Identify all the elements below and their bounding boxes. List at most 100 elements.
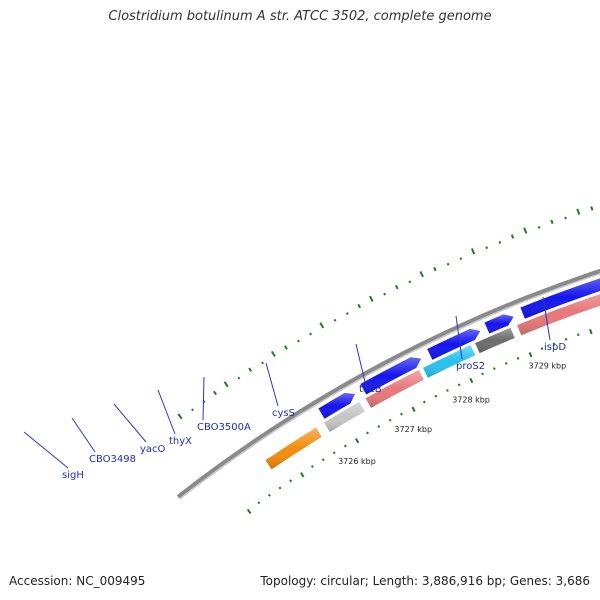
gc-dot xyxy=(516,356,520,360)
gc-dot xyxy=(223,381,229,388)
gc-dot xyxy=(177,413,183,420)
cds-arrow-shade xyxy=(484,314,514,334)
gene-label-ispd: ispD xyxy=(544,342,566,353)
gc-dot xyxy=(528,352,533,358)
gc-dot xyxy=(300,472,305,478)
gc-dot xyxy=(191,408,195,412)
gc-dot xyxy=(366,431,369,435)
gc-dot xyxy=(261,361,264,365)
gc-dot xyxy=(278,486,282,490)
backbone-track xyxy=(176,268,600,500)
leader-line xyxy=(202,376,205,421)
gc-dot xyxy=(485,246,489,250)
gene-feature-shade xyxy=(324,401,365,432)
gc-dot xyxy=(321,458,325,462)
leader-line xyxy=(265,362,279,407)
leader-line xyxy=(113,403,147,443)
gc-dot xyxy=(422,400,426,404)
gc-dot xyxy=(248,367,253,372)
map-title: Clostridium botulinum A str. ATCC 3502, … xyxy=(108,9,492,24)
cds-arrow-shade xyxy=(360,357,422,395)
gc-dot xyxy=(411,406,416,412)
gc-dot xyxy=(481,372,484,376)
gene-feature-shade xyxy=(365,370,424,408)
gc-dot xyxy=(537,226,541,229)
gc-dot xyxy=(343,444,347,448)
tick-label-3728: 3728 kbp xyxy=(452,395,490,404)
gene-label-cbo3498: CBO3498 xyxy=(89,454,136,465)
gene-label-tdcb: tdcB xyxy=(359,384,382,395)
cds-arrow-shade xyxy=(427,328,481,360)
gc-dot xyxy=(523,227,528,234)
gc-dot xyxy=(309,332,312,336)
gene-feature-shade xyxy=(475,327,515,354)
gene-label-sigh: sigH xyxy=(62,470,84,481)
gc-dot xyxy=(589,328,593,335)
gc-dots-outer xyxy=(177,206,594,420)
leader-line xyxy=(23,431,69,469)
leader-line xyxy=(157,389,176,435)
leader-line xyxy=(542,296,551,341)
gc-dot xyxy=(446,389,449,392)
gc-dot xyxy=(540,347,544,350)
feature-track xyxy=(265,294,600,470)
gc-dot xyxy=(289,479,293,483)
gc-dot xyxy=(434,394,438,398)
gc-dot xyxy=(270,350,276,358)
gc-dot xyxy=(576,208,581,215)
gc-dot xyxy=(457,383,461,387)
leader-line xyxy=(355,343,366,383)
backbone-ring-inner xyxy=(179,273,600,500)
gc-dot xyxy=(237,376,241,380)
gene-label-yaco: yacO xyxy=(140,444,166,455)
gc-dot xyxy=(400,412,403,416)
gc-dot xyxy=(345,312,349,315)
gc-dot xyxy=(246,508,252,515)
cds-arrow-shade xyxy=(318,393,355,419)
gc-dot xyxy=(510,234,515,239)
backbone-ring xyxy=(176,268,600,499)
gc-dot xyxy=(388,418,392,422)
leader-line xyxy=(455,315,463,360)
gc-dot xyxy=(550,219,554,225)
tick-label-3727: 3727 kbp xyxy=(394,425,432,434)
gene-feature-shade xyxy=(517,294,600,336)
gc-dot xyxy=(576,333,580,337)
gc-dot xyxy=(354,437,360,444)
gc-dot xyxy=(564,216,567,220)
forward-cds-track xyxy=(318,278,600,419)
gc-dot xyxy=(446,262,450,266)
gene-feature-shade xyxy=(423,345,476,378)
gc-dot xyxy=(498,241,502,244)
gc-dot xyxy=(470,248,476,255)
tick-label-3729: 3729 kbp xyxy=(529,362,567,371)
tick-label-3726: 3726 kbp xyxy=(338,457,376,466)
gc-dot xyxy=(564,337,568,341)
gc-dot xyxy=(267,493,271,497)
gc-dot xyxy=(552,342,556,346)
gc-dot xyxy=(369,295,374,302)
gc-dot xyxy=(383,292,386,296)
accession-text: Accession: NC_009495 xyxy=(9,574,146,588)
cds-arrow-shade xyxy=(520,278,600,319)
topology-text: Topology: circular; Length: 3,886,916 bp… xyxy=(260,574,590,588)
gc-dot xyxy=(357,303,362,309)
gc-dot xyxy=(213,390,218,396)
gene-feature-shade xyxy=(265,427,322,470)
gc-dot xyxy=(492,367,496,371)
gc-dot xyxy=(590,206,594,211)
gc-dot xyxy=(332,451,336,455)
gene-label-cyss: cysS xyxy=(272,408,295,419)
gene-label-thyx: thyX xyxy=(169,436,192,447)
gc-dot xyxy=(419,270,424,278)
gc-dot xyxy=(297,339,300,343)
leader-line xyxy=(71,417,96,453)
gc-dot xyxy=(408,280,412,284)
gc-dot xyxy=(395,284,399,290)
gc-dot xyxy=(319,322,325,329)
gene-label-pros2: proS2 xyxy=(456,361,485,372)
gc-dots-inner xyxy=(246,328,593,515)
gc-dot xyxy=(257,501,261,505)
